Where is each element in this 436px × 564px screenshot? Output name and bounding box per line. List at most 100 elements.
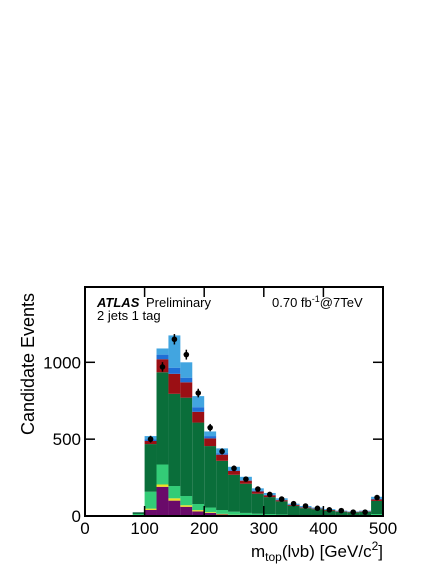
y-tick-label: 500 — [53, 430, 81, 449]
histogram-bar — [251, 493, 264, 514]
histogram-bar — [204, 431, 217, 437]
histogram-bar — [204, 512, 217, 516]
data-point — [207, 424, 213, 431]
x-tick-label: 500 — [369, 519, 397, 538]
histogram-bar — [228, 474, 240, 512]
histogram-bar — [192, 510, 205, 512]
x-tick-label: 100 — [130, 519, 158, 538]
data-point — [278, 496, 285, 502]
status-label: Preliminary — [146, 295, 212, 310]
lumi-exp: -1 — [312, 294, 320, 304]
x-tick-label: 300 — [250, 519, 278, 538]
histogram-bar — [168, 393, 181, 487]
histogram-bar — [192, 504, 205, 511]
histogram-bar — [144, 508, 157, 510]
data-point — [159, 364, 166, 370]
histogram-bar — [192, 407, 205, 412]
histogram-bar — [239, 512, 252, 516]
histogram-bar — [228, 511, 240, 515]
histogram-bar — [216, 454, 229, 461]
histogram-bar — [192, 396, 205, 408]
data-point — [183, 351, 190, 358]
data-point — [171, 336, 178, 343]
histogram-bar — [144, 491, 157, 509]
histogram-bar — [275, 501, 288, 515]
histogram-bar — [239, 483, 252, 513]
x-label-sub: top — [265, 550, 282, 564]
histogram-bar — [192, 422, 205, 505]
histogram-bar — [263, 497, 276, 515]
data-point — [314, 505, 321, 512]
histogram-bar — [251, 491, 264, 494]
histogram-bar — [180, 362, 193, 378]
histogram-bar — [323, 510, 336, 516]
histogram-bar — [216, 460, 229, 511]
x-tick-label: 200 — [190, 519, 218, 538]
histogram-bar — [204, 446, 217, 508]
histogram-bar — [156, 348, 169, 355]
histogram-bar — [156, 354, 169, 360]
histogram-bar — [156, 484, 169, 487]
histogram-bar — [168, 486, 181, 499]
data-point — [290, 500, 297, 507]
histogram-bar — [204, 512, 217, 513]
histogram-bar — [204, 436, 217, 439]
data-point — [326, 507, 333, 513]
data-point — [219, 448, 225, 455]
x-axis-label: mtop(lνb) [GeV/c2] — [251, 539, 383, 564]
histogram-bar — [204, 438, 217, 447]
x-tick-label: 400 — [309, 519, 337, 538]
data-point — [147, 436, 154, 442]
data-point — [302, 503, 309, 509]
plot-area — [132, 334, 383, 516]
histogram-bar — [132, 514, 145, 516]
histogram-bar — [180, 382, 193, 398]
histogram-bar — [299, 508, 312, 516]
histogram-bar — [180, 505, 193, 507]
x-label-end: ] — [378, 542, 383, 561]
x-label-mid: (lνb) [GeV/c — [282, 542, 372, 561]
energy: @7TeV — [320, 295, 363, 310]
histogram-bar — [180, 506, 193, 516]
x-label-sup: 2 — [372, 539, 379, 553]
data-point — [350, 509, 357, 515]
data-point — [255, 486, 261, 492]
data-point — [338, 507, 345, 514]
histogram-bar — [335, 511, 348, 516]
data-point — [362, 509, 368, 515]
histogram-bar — [168, 500, 181, 516]
histogram-bar — [239, 480, 252, 484]
histogram-bar — [168, 335, 181, 368]
data-point — [374, 494, 380, 501]
histogram-bar — [371, 500, 383, 515]
histogram-bar — [180, 496, 193, 506]
histogram-bar — [192, 411, 205, 423]
selection-label: 2 jets 1 tag — [97, 308, 161, 323]
data-point — [266, 491, 273, 498]
histogram-bar — [216, 513, 229, 515]
y-tick-label: 1000 — [43, 353, 81, 372]
histogram-bar — [371, 514, 383, 516]
histogram-bar — [168, 498, 181, 501]
histogram-bar — [180, 377, 193, 383]
histogram-bar — [144, 444, 157, 492]
frame — [84, 286, 384, 517]
y-tick-label: 0 — [72, 507, 81, 526]
histogram-bar — [311, 509, 324, 516]
histogram-bar — [156, 486, 169, 516]
data-point — [231, 465, 237, 472]
x-tick-label: 0 — [80, 519, 89, 538]
data-point — [243, 476, 249, 482]
histogram-bar — [132, 512, 145, 515]
histogram-bar — [144, 509, 157, 516]
lumi: 0.70 fb — [272, 295, 312, 310]
histogram-bar — [168, 367, 181, 374]
data-point — [195, 390, 202, 396]
histogram-bar — [180, 397, 193, 497]
histogram-bar — [287, 505, 300, 516]
histogram-bar — [204, 507, 217, 513]
histogram-bar — [168, 373, 181, 394]
experiment-label: ATLAS — [96, 295, 140, 310]
